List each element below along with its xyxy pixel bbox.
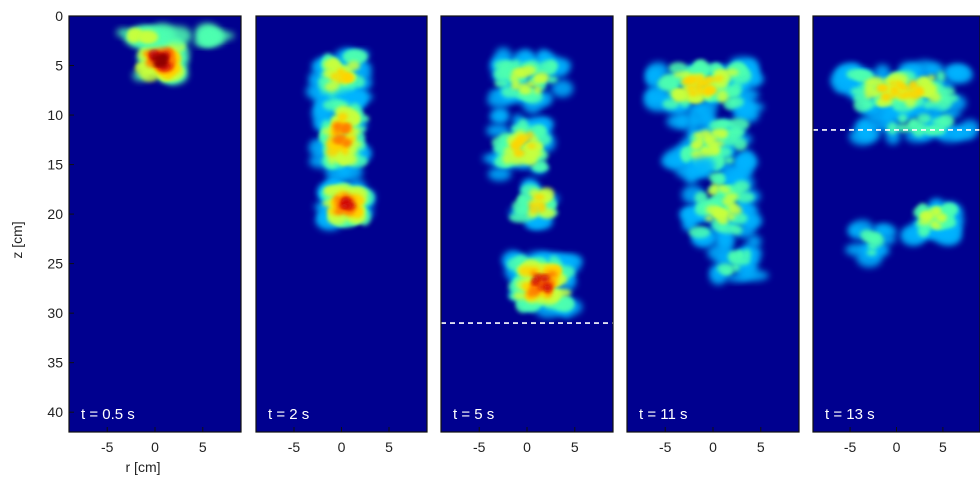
x-tick-label: -5 <box>101 439 114 455</box>
x-tick-label: 0 <box>151 439 159 455</box>
panel-1: t = 0.5 s -5 0 5 <box>68 15 242 455</box>
x-tick-label: -5 <box>473 439 486 455</box>
y-tick-label: 15 <box>47 157 63 173</box>
y-tick-label: 40 <box>47 404 63 420</box>
x-tick-label: -5 <box>288 439 301 455</box>
x-tick-label: 5 <box>939 439 947 455</box>
panel-5: t = 13 s -5 0 5 <box>812 15 980 455</box>
panel-4: t = 11 s -5 0 5 <box>626 15 800 455</box>
time-label: t = 11 s <box>639 406 688 423</box>
x-tick-label: 5 <box>571 439 579 455</box>
time-label: t = 5 s <box>453 406 494 423</box>
x-tick-label: 0 <box>709 439 717 455</box>
plume-field <box>643 56 769 285</box>
y-tick-label: 35 <box>47 355 63 371</box>
panel-background <box>69 16 241 432</box>
y-tick-label: 0 <box>55 8 63 24</box>
time-label: t = 2 s <box>268 406 309 423</box>
y-tick-label: 5 <box>55 58 63 74</box>
y-axis-label: z [cm] <box>9 221 25 258</box>
plume-field <box>305 48 376 231</box>
x-tick-label: 5 <box>385 439 393 455</box>
y-tick-label: 10 <box>47 107 63 123</box>
plume-field <box>830 60 980 268</box>
y-tick-label: 30 <box>47 305 63 321</box>
y-tick-label: 20 <box>47 206 63 222</box>
time-label: t = 13 s <box>825 406 875 423</box>
y-tick-label: 25 <box>47 256 63 272</box>
x-tick-label: 5 <box>199 439 207 455</box>
x-tick-label: 5 <box>757 439 765 455</box>
x-tick-label: -5 <box>659 439 672 455</box>
panel-3: t = 5 s -5 0 5 <box>440 15 614 455</box>
x-tick-label: 0 <box>893 439 901 455</box>
x-tick-label: -5 <box>844 439 857 455</box>
x-tick-label: 0 <box>338 439 346 455</box>
x-tick-label: 0 <box>523 439 531 455</box>
plume-field <box>482 47 583 319</box>
x-axis-label: r [cm] <box>126 459 161 475</box>
plume-field <box>116 23 235 85</box>
time-label: t = 0.5 s <box>81 406 135 423</box>
panel-2: t = 2 s -5 0 5 <box>255 15 428 455</box>
